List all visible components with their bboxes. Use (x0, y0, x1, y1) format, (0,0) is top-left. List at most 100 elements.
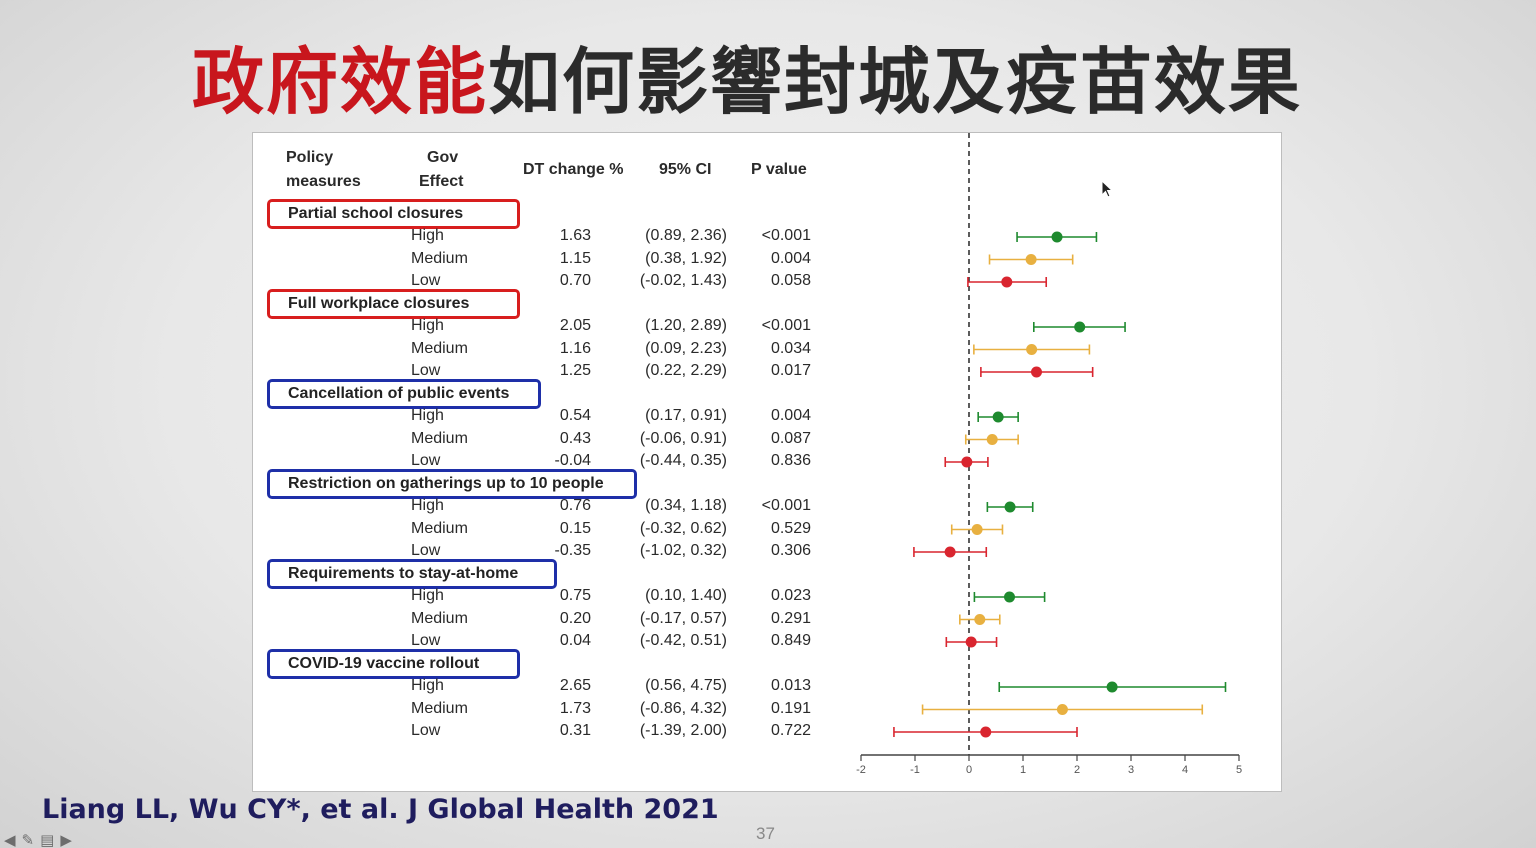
x-tick-label: -2 (856, 764, 866, 776)
x-tick-label: 0 (966, 764, 972, 776)
x-tick-label: 4 (1182, 764, 1188, 776)
next-slide-icon[interactable]: ▶ (60, 831, 72, 848)
prev-slide-icon[interactable]: ◀ (4, 831, 16, 848)
row-gov-level: High (411, 497, 444, 514)
row-ci: (-1.39, 2.00) (639, 722, 727, 739)
row-dt-change: 1.16 (559, 339, 591, 357)
row-p-value: 0.023 (770, 587, 811, 604)
row-gov-level: Medium (411, 519, 468, 537)
row-p-value: 0.849 (770, 632, 811, 649)
row-gov-level: Medium (411, 429, 468, 447)
row-p-value: 0.004 (770, 407, 811, 424)
row-ci: (-0.42, 0.51) (639, 632, 727, 649)
row-gov-level: Low (411, 632, 441, 649)
forest-plot-panel: Policy measures Gov Effect DT change % 9… (252, 132, 1282, 792)
row-dt-change: 0.43 (559, 429, 591, 447)
row-dt-change: 1.25 (559, 362, 591, 379)
row-ci: (0.38, 1.92) (645, 249, 727, 267)
header-p-value: P value (751, 161, 807, 178)
row-ci: (1.20, 2.89) (645, 317, 727, 334)
row-p-value: 0.291 (770, 609, 811, 627)
header-gov-line1: Gov (427, 149, 459, 166)
mouse-pointer-icon (1101, 180, 1114, 198)
point-estimate (992, 411, 1004, 423)
point-estimate (1004, 501, 1016, 513)
row-ci: (0.09, 2.23) (645, 339, 727, 357)
row-gov-level: Low (411, 272, 441, 289)
row-p-value: <0.001 (761, 497, 811, 514)
row-p-value: 0.058 (770, 272, 811, 289)
row-p-value: <0.001 (761, 227, 811, 244)
row-ci: (-0.17, 0.57) (639, 609, 727, 627)
row-p-value: 0.004 (770, 249, 811, 267)
point-estimate (1025, 254, 1037, 265)
point-estimate (1056, 704, 1068, 715)
x-tick-label: -1 (910, 764, 920, 776)
policy-label-box: Requirements to stay-at-home (267, 559, 557, 589)
point-estimate (1051, 231, 1063, 243)
slides-icon[interactable]: ▤ (40, 831, 55, 848)
slide-title: 政府效能如何影響封城及疫苗效果 (192, 36, 1302, 128)
row-gov-level: Low (411, 722, 441, 739)
row-ci: (-0.44, 0.35) (639, 452, 727, 469)
point-estimate (971, 524, 983, 535)
row-ci: (0.22, 2.29) (645, 362, 727, 379)
row-dt-change: 0.75 (559, 587, 591, 604)
x-tick-label: 5 (1236, 764, 1242, 776)
row-dt-change: 0.54 (559, 407, 591, 424)
row-gov-level: High (411, 317, 444, 334)
row-ci: (0.10, 1.40) (645, 587, 727, 604)
row-ci: (0.17, 0.91) (645, 407, 727, 424)
policy-label-box: Full workplace closures (267, 289, 520, 319)
row-p-value: <0.001 (761, 317, 811, 334)
row-p-value: 0.306 (770, 542, 811, 559)
row-ci: (0.56, 4.75) (645, 677, 727, 694)
point-estimate (1004, 591, 1015, 603)
point-estimate (1106, 681, 1118, 693)
point-estimate (974, 614, 986, 625)
policy-label-box: COVID-19 vaccine rollout (267, 649, 520, 679)
header-gov-line2: Effect (419, 173, 464, 190)
point-estimate (980, 726, 992, 738)
row-dt-change: 0.31 (559, 722, 591, 739)
row-ci: (-0.06, 0.91) (639, 429, 727, 447)
row-dt-change: 1.15 (559, 249, 591, 267)
row-ci: (-0.32, 0.62) (639, 519, 727, 537)
point-estimate (965, 636, 977, 648)
row-ci: (-0.86, 4.32) (639, 699, 727, 717)
row-ci: (-1.02, 0.32) (639, 542, 727, 559)
row-dt-change: -0.35 (554, 542, 591, 559)
slide-title-highlight: 政府效能 (192, 40, 489, 124)
row-gov-level: Medium (411, 609, 468, 627)
header-policy-line2: measures (286, 173, 361, 190)
row-dt-change: 1.63 (559, 227, 591, 244)
pen-icon[interactable]: ✎ (21, 831, 35, 848)
row-p-value: 0.017 (770, 362, 811, 379)
point-estimate (986, 434, 998, 445)
row-dt-change: 0.70 (559, 272, 591, 289)
point-estimate (1074, 321, 1086, 333)
row-ci: (-0.02, 1.43) (639, 272, 727, 289)
page-number: 37 (756, 824, 775, 843)
row-p-value: 0.529 (770, 519, 811, 537)
point-estimate (1001, 276, 1013, 288)
row-dt-change: 0.04 (559, 632, 591, 649)
row-gov-level: Medium (411, 339, 468, 357)
header-ci: 95% CI (659, 161, 712, 178)
row-gov-level: High (411, 587, 444, 604)
row-dt-change: 0.15 (559, 519, 591, 537)
policy-label-box: Partial school closures (267, 199, 520, 229)
row-dt-change: -0.04 (554, 452, 591, 469)
row-gov-level: Medium (411, 699, 468, 717)
slide-title-rest: 如何影響封城及疫苗效果 (488, 40, 1303, 124)
point-estimate (944, 546, 956, 558)
row-dt-change: 1.73 (559, 699, 591, 717)
x-tick-label: 3 (1128, 764, 1134, 776)
row-p-value: 0.191 (770, 699, 811, 717)
row-p-value: 0.013 (770, 677, 811, 694)
row-gov-level: High (411, 407, 444, 424)
slide-nav-controls[interactable]: ◀ ✎ ▤ ▶ (4, 832, 72, 848)
citation: Liang LL, Wu CY*, et al. J Global Health… (42, 794, 719, 825)
row-dt-change: 2.65 (559, 677, 591, 694)
header-policy-line1: Policy (286, 149, 334, 166)
